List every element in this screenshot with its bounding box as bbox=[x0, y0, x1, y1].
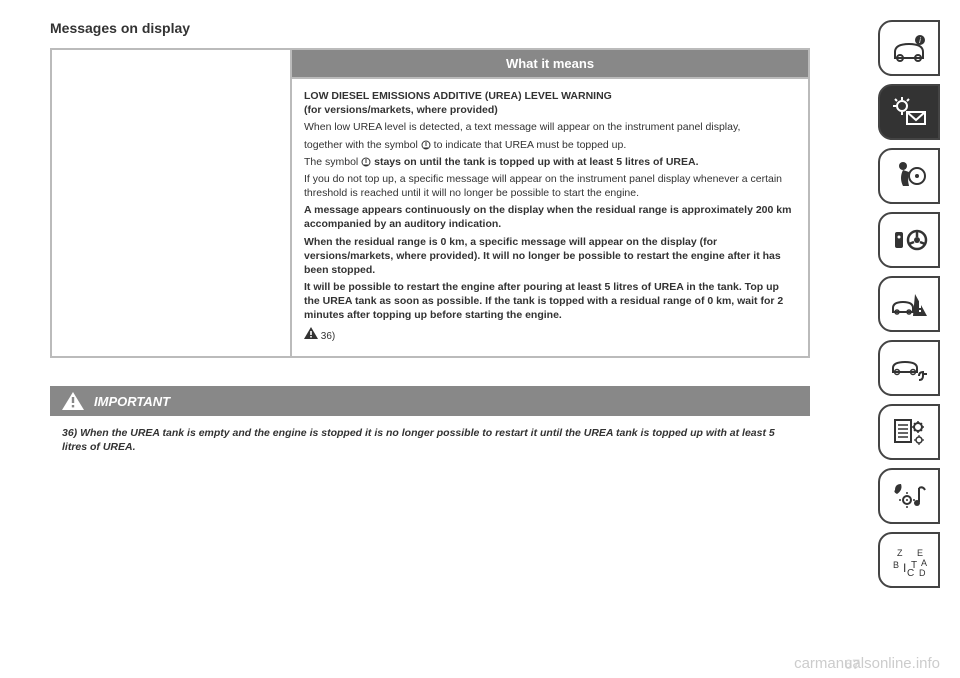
message-table: What it means LOW DIESEL EMISSIONS ADDIT… bbox=[50, 48, 810, 358]
svg-text:B: B bbox=[893, 560, 899, 570]
page-title: Messages on display bbox=[50, 20, 810, 36]
image-placeholder bbox=[51, 49, 291, 357]
msg-text: to indicate that UREA must be topped up. bbox=[434, 139, 627, 151]
tab-light-mail[interactable] bbox=[878, 84, 940, 140]
table-body: LOW DIESEL EMISSIONS ADDITIVE (UREA) LEV… bbox=[291, 78, 809, 357]
tab-doc-gear[interactable] bbox=[878, 404, 940, 460]
gps-music-icon bbox=[889, 478, 929, 514]
tab-gps-music[interactable] bbox=[878, 468, 940, 524]
tab-key-wheel[interactable] bbox=[878, 212, 940, 268]
urea-icon bbox=[421, 140, 431, 150]
important-text: 36) When the UREA tank is empty and the … bbox=[50, 416, 810, 464]
key-wheel-icon bbox=[889, 222, 929, 258]
msg-line: It will be possible to restart the engin… bbox=[304, 280, 796, 323]
svg-text:I: I bbox=[903, 561, 906, 575]
watermark: carmanualsonline.info bbox=[794, 655, 940, 672]
light-mail-icon bbox=[889, 94, 929, 130]
car-info-icon: i bbox=[889, 30, 929, 66]
car-wrench-icon bbox=[889, 350, 929, 386]
msg-line: together with the symbol to indicate tha… bbox=[304, 138, 796, 152]
warning-triangle-icon bbox=[62, 392, 84, 410]
tab-car-wrench[interactable] bbox=[878, 340, 940, 396]
msg-text: The symbol bbox=[304, 156, 361, 168]
tab-airbag[interactable] bbox=[878, 148, 940, 204]
msg-text: together with the symbol bbox=[304, 139, 421, 151]
msg-sub: (for versions/markets, where provided) bbox=[304, 104, 498, 116]
important-label: IMPORTANT bbox=[94, 394, 170, 409]
msg-text: stays on until the tank is topped up wit… bbox=[374, 156, 698, 168]
airbag-icon bbox=[889, 158, 929, 194]
msg-heading: LOW DIESEL EMISSIONS ADDITIVE (UREA) LEV… bbox=[304, 90, 612, 102]
tab-crash[interactable] bbox=[878, 276, 940, 332]
footnote-number: 36) bbox=[321, 331, 335, 342]
section-tabs: i ZEBADICT bbox=[878, 20, 940, 596]
important-box: IMPORTANT 36) When the UREA tank is empt… bbox=[50, 386, 810, 464]
crash-icon bbox=[889, 286, 929, 322]
table-header: What it means bbox=[291, 49, 809, 78]
svg-text:E: E bbox=[917, 548, 923, 558]
footnote-ref: 36) bbox=[304, 327, 796, 344]
msg-line: When the residual range is 0 km, a speci… bbox=[304, 235, 796, 278]
important-header: IMPORTANT bbox=[50, 386, 810, 416]
svg-text:D: D bbox=[919, 568, 926, 578]
svg-text:Z: Z bbox=[897, 548, 903, 558]
msg-line: A message appears continuously on the di… bbox=[304, 203, 796, 231]
doc-gear-icon bbox=[889, 414, 929, 450]
svg-text:A: A bbox=[921, 558, 927, 568]
tab-index[interactable]: ZEBADICT bbox=[878, 532, 940, 588]
svg-text:T: T bbox=[911, 560, 917, 571]
msg-line: When low UREA level is detected, a text … bbox=[304, 120, 796, 134]
urea-icon bbox=[361, 157, 371, 167]
msg-line: The symbol stays on until the tank is to… bbox=[304, 155, 796, 169]
svg-text:i: i bbox=[919, 36, 921, 45]
tab-car-info[interactable]: i bbox=[878, 20, 940, 76]
warning-icon bbox=[304, 327, 318, 339]
msg-line: If you do not top up, a specific message… bbox=[304, 172, 796, 200]
index-letters-icon: ZEBADICT bbox=[889, 542, 929, 578]
